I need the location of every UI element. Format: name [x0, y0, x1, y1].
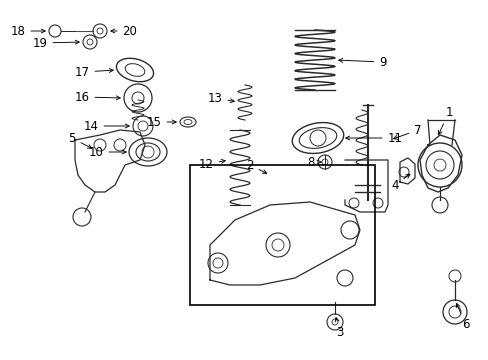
Text: 3: 3	[334, 318, 343, 338]
Text: 19: 19	[32, 36, 79, 50]
Text: 11: 11	[345, 131, 402, 144]
Text: 12: 12	[198, 158, 225, 171]
Text: 9: 9	[338, 55, 386, 68]
Bar	[190, 165, 374, 305]
Text: 5: 5	[68, 131, 91, 148]
Text: 7: 7	[393, 123, 421, 139]
Text: 2: 2	[246, 158, 266, 173]
Text: 15: 15	[146, 116, 176, 129]
Text: 1: 1	[438, 105, 452, 135]
Text: 8: 8	[306, 156, 320, 168]
Text: 18: 18	[11, 24, 45, 37]
Text: 20: 20	[111, 24, 137, 37]
Text: 17: 17	[74, 66, 113, 78]
Text: 16: 16	[74, 90, 120, 104]
Text: 13: 13	[207, 91, 234, 104]
Text: 4: 4	[390, 174, 409, 192]
Text: 6: 6	[455, 303, 469, 332]
Text: 14: 14	[83, 120, 129, 132]
Text: 10: 10	[88, 145, 126, 158]
